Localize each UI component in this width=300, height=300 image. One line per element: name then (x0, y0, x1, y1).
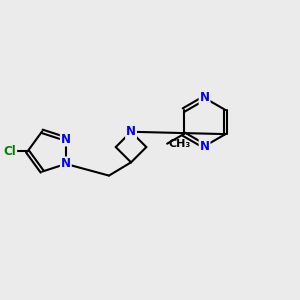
Text: Cl: Cl (4, 145, 16, 158)
Text: N: N (61, 158, 71, 170)
Text: N: N (200, 140, 210, 153)
Text: N: N (200, 92, 210, 104)
Text: N: N (61, 133, 71, 146)
Text: N: N (126, 125, 136, 138)
Text: CH₃: CH₃ (168, 139, 190, 149)
